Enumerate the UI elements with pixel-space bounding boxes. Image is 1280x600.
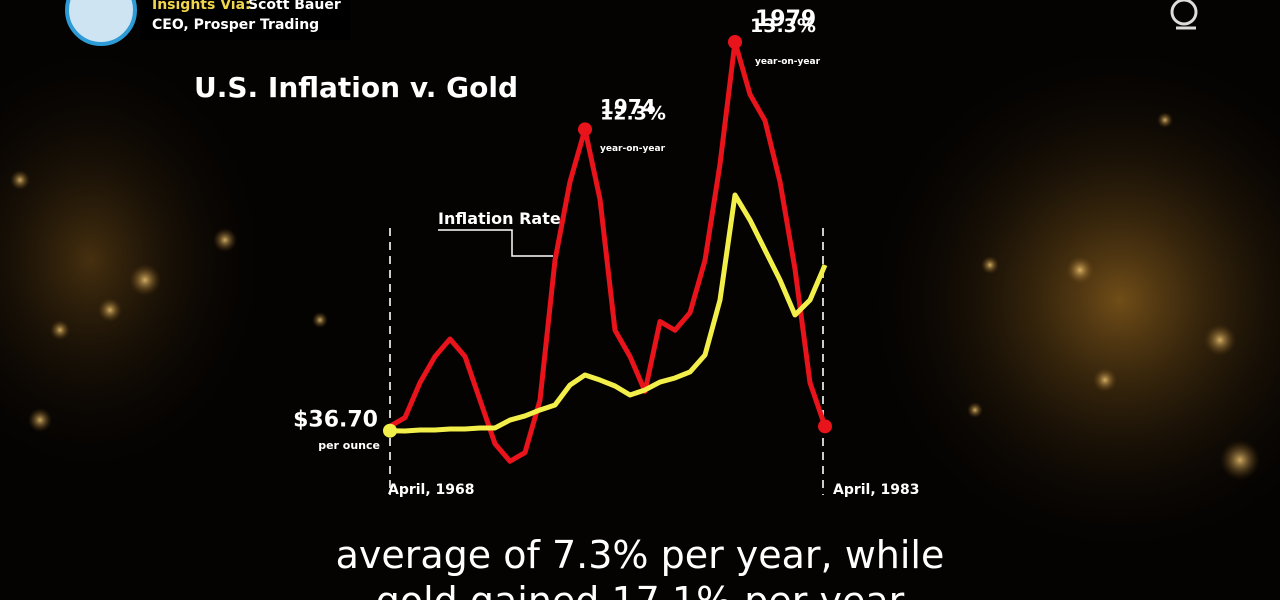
annotation: 1979 — [755, 7, 816, 32]
chart-title: U.S. Inflation v. Gold — [194, 71, 518, 104]
annotation: per ounce — [318, 439, 380, 452]
overlay-name: Scott Bauer — [248, 0, 341, 13]
bokeh-glow — [860, 40, 1280, 560]
annotation: year-on-year — [755, 57, 821, 67]
value-label: 13.3% — [750, 15, 816, 37]
bokeh-glow — [0, 40, 270, 480]
overlay-role: CEO, Prosper Trading — [152, 17, 319, 33]
value-label: $36.70 — [293, 408, 378, 433]
point — [578, 122, 592, 137]
annotation: year-on-year — [600, 144, 666, 154]
annotation: 1974 — [600, 95, 656, 119]
caption: average of 7.3% per year, while — [336, 533, 945, 577]
x-tick-label: April, 1968 — [388, 482, 475, 498]
value-label: 12.3% — [600, 102, 666, 124]
point — [383, 423, 397, 438]
point — [818, 419, 832, 434]
bokeh — [10, 112, 1260, 480]
overlay-label: Insights Via: — [152, 0, 251, 13]
avatar — [65, 0, 137, 46]
line — [388, 39, 828, 464]
logo — [1170, 0, 1198, 30]
legend-label: Inflation Rate — [438, 209, 561, 228]
line — [389, 192, 828, 434]
overlay-box — [140, 0, 350, 40]
leader-line — [438, 229, 553, 257]
caption: gold gained 17.1% per year — [376, 579, 905, 600]
point — [728, 35, 742, 49]
x-tick-label: April, 1983 — [833, 482, 920, 498]
